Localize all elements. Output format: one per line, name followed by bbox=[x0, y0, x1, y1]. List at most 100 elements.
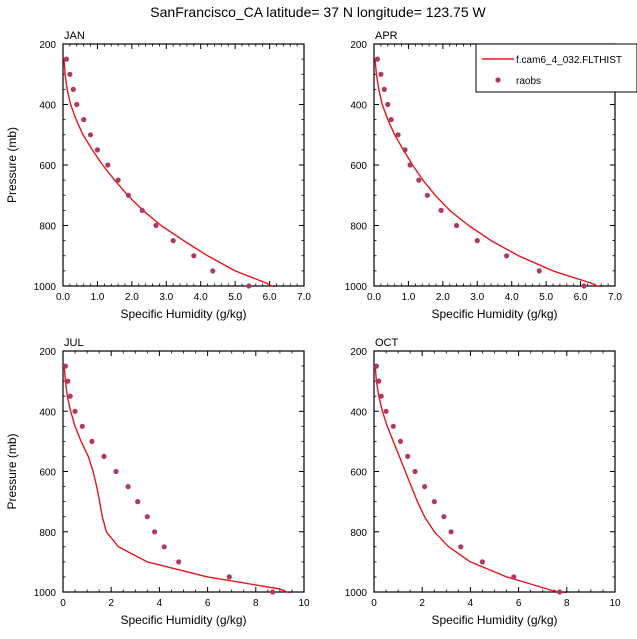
obs-point bbox=[105, 162, 111, 168]
legend-model-label: f.cam6_4_032.FLTHIST bbox=[516, 55, 622, 66]
x-tick-label: 4.0 bbox=[505, 292, 519, 303]
obs-point bbox=[390, 423, 396, 429]
obs-point bbox=[479, 559, 485, 565]
plot-frame bbox=[62, 43, 305, 287]
obs-point bbox=[385, 101, 391, 108]
x-tick-label: 1.0 bbox=[90, 292, 104, 303]
obs-point bbox=[373, 363, 379, 369]
obs-point bbox=[62, 363, 68, 369]
obs-point bbox=[454, 222, 460, 229]
panel-title: JUL bbox=[64, 337, 84, 349]
obs-point bbox=[381, 86, 387, 92]
model-line bbox=[63, 59, 276, 287]
panel-oct: 0 2 4 6 8 10 200 400 600 800 1000 OCT Specific Humid… bbox=[345, 337, 621, 627]
y-axis-label: Pressure (mb) bbox=[5, 127, 19, 203]
panel-apr: 0.0 1.0 2.0 3.0 4.0 5.0 6.0 7.0 200 400 600 800 1000… bbox=[345, 30, 637, 321]
y-tick-label: 200 bbox=[39, 40, 56, 51]
plot-frame bbox=[62, 350, 305, 593]
obs-point bbox=[153, 222, 159, 229]
obs-point bbox=[376, 378, 382, 384]
obs-point bbox=[378, 393, 384, 399]
obs-point bbox=[144, 514, 150, 520]
x-tick-label: 0.0 bbox=[56, 292, 70, 303]
x-axis-label: Specific Humidity (g/kg) bbox=[120, 307, 246, 321]
obs-point bbox=[536, 268, 542, 274]
x-tick-label: 6.0 bbox=[574, 292, 588, 303]
y-tick-label: 1000 bbox=[34, 588, 57, 599]
legend-obs-label: raobs bbox=[516, 76, 541, 87]
obs-point bbox=[458, 544, 464, 550]
x-tick-label: 6 bbox=[516, 598, 522, 609]
obs-point bbox=[395, 132, 401, 138]
obs-point bbox=[89, 438, 95, 444]
x-tick-label: 7.0 bbox=[297, 292, 311, 303]
model-line bbox=[63, 366, 292, 593]
x-tick-label: 2 bbox=[108, 598, 114, 609]
obs-point bbox=[191, 253, 197, 259]
obs-point bbox=[176, 559, 182, 565]
legend-obs-swatch bbox=[495, 77, 501, 83]
obs-point bbox=[581, 283, 587, 289]
x-axis-label: Specific Humidity (g/kg) bbox=[431, 307, 557, 321]
x-tick-label: 1.0 bbox=[401, 292, 415, 303]
obs-point bbox=[388, 117, 394, 123]
x-tick-label: 2.0 bbox=[125, 292, 139, 303]
x-tick-label: 8 bbox=[253, 598, 259, 609]
obs-point bbox=[402, 147, 408, 153]
obs-point bbox=[170, 238, 176, 244]
x-axis-label: Specific Humidity (g/kg) bbox=[431, 613, 557, 627]
obs-point bbox=[431, 499, 437, 505]
obs-point bbox=[210, 268, 216, 274]
x-tick-label: 3.0 bbox=[470, 292, 484, 303]
obs-point bbox=[557, 589, 563, 595]
x-tick-label: 4 bbox=[468, 598, 474, 609]
obs-point bbox=[270, 589, 276, 595]
obs-point bbox=[94, 147, 100, 153]
obs-point bbox=[113, 468, 119, 475]
obs-point bbox=[81, 117, 87, 123]
plot-frame bbox=[373, 350, 616, 593]
obs-point bbox=[161, 544, 167, 550]
obs-point bbox=[139, 207, 145, 213]
y-tick-label: 600 bbox=[39, 468, 56, 479]
y-axis-label: Pressure (mb) bbox=[5, 433, 19, 509]
obs-point bbox=[416, 177, 422, 183]
y-tick-label: 800 bbox=[39, 222, 56, 233]
x-axis-label: Specific Humidity (g/kg) bbox=[120, 613, 246, 627]
y-tick-label: 800 bbox=[350, 222, 367, 233]
obs-point bbox=[226, 574, 232, 580]
y-tick-label: 800 bbox=[39, 528, 56, 539]
obs-point bbox=[115, 177, 121, 183]
panel-jan: 0.0 1.0 2.0 3.0 4.0 5.0 6.0 7.0 200 400 600 800 1000… bbox=[5, 30, 311, 321]
obs-point bbox=[504, 253, 510, 259]
y-tick-label: 600 bbox=[350, 468, 367, 479]
x-tick-label: 0 bbox=[371, 598, 377, 609]
y-tick-label: 400 bbox=[350, 407, 367, 418]
y-tick-label: 1000 bbox=[345, 588, 368, 599]
model-line bbox=[374, 59, 602, 287]
x-tick-label: 8 bbox=[564, 598, 570, 609]
y-tick-label: 400 bbox=[39, 101, 56, 112]
x-tick-label: 7.0 bbox=[608, 292, 622, 303]
y-tick-label: 200 bbox=[39, 347, 56, 358]
y-tick-label: 200 bbox=[350, 347, 367, 358]
x-tick-label: 4 bbox=[157, 598, 163, 609]
x-tick-label: 6 bbox=[205, 598, 211, 609]
obs-point bbox=[152, 529, 158, 535]
obs-point bbox=[378, 71, 384, 77]
x-tick-label: 2.0 bbox=[436, 292, 450, 303]
obs-point bbox=[474, 238, 480, 244]
obs-point bbox=[79, 423, 85, 429]
obs-point bbox=[448, 529, 454, 535]
model-line bbox=[374, 366, 568, 593]
obs-point bbox=[422, 484, 428, 490]
obs-point bbox=[70, 86, 76, 92]
obs-point bbox=[397, 438, 404, 444]
figure-title: SanFrancisco_CA latitude= 37 N longitude… bbox=[150, 4, 486, 20]
obs-point bbox=[72, 408, 78, 414]
panels: 0.0 1.0 2.0 3.0 4.0 5.0 6.0 7.02004006008001000… bbox=[5, 30, 637, 627]
obs-point bbox=[74, 101, 80, 108]
y-tick-label: 600 bbox=[39, 161, 56, 172]
x-tick-label: 3.0 bbox=[159, 292, 173, 303]
